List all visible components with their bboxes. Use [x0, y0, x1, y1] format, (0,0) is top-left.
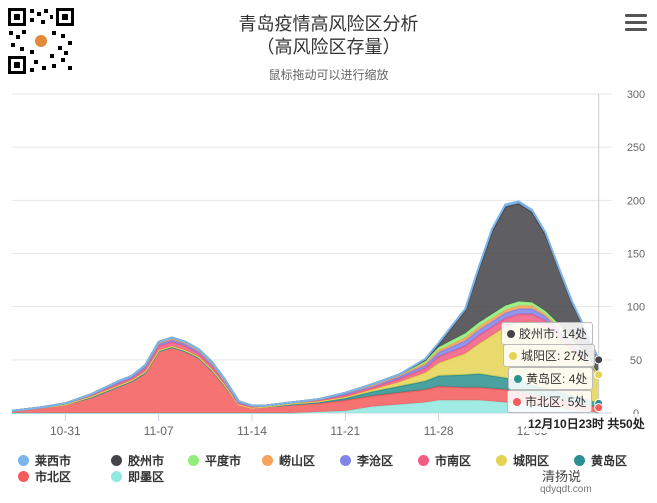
hover-marker-城阳区: [595, 371, 603, 379]
legend-item-崂山区[interactable]: 崂山区: [262, 452, 315, 469]
tooltip-huangdao: 黄岛区: 4处: [508, 367, 593, 390]
legend-label: 市北区: [35, 470, 71, 484]
y-tick-label: 200: [627, 195, 645, 207]
y-tick-label: 250: [627, 142, 645, 154]
legend-label: 市南区: [435, 454, 471, 468]
tooltip-series-value: 27处: [564, 349, 589, 363]
y-tick-label: 50: [630, 355, 642, 367]
legend-marker: [496, 455, 507, 466]
legend-label: 李沧区: [357, 454, 393, 468]
legend-label: 即墨区: [128, 470, 164, 484]
legend-marker: [111, 471, 122, 482]
y-tick-label: 150: [627, 249, 645, 261]
legend-label: 莱西市: [35, 454, 71, 468]
legend-label: 黄岛区: [591, 454, 627, 468]
legend-marker: [188, 455, 199, 466]
legend-item-李沧区[interactable]: 李沧区: [340, 452, 393, 469]
tooltip-dot: [513, 398, 521, 406]
legend-label: 崂山区: [279, 454, 315, 468]
tooltip-dot: [507, 330, 515, 338]
legend-item-黄岛区[interactable]: 黄岛区: [574, 452, 627, 469]
tooltip-series-name: 城阳区: [521, 349, 557, 363]
tooltip-series-value: 5处: [568, 395, 587, 409]
x-tick-label: 11-07: [144, 424, 174, 438]
legend-item-胶州市[interactable]: 胶州市: [111, 452, 164, 469]
legend-marker: [111, 455, 122, 466]
legend-item-即墨区[interactable]: 即墨区: [111, 468, 164, 485]
tooltip-series-name: 胶州市: [519, 327, 555, 341]
tooltip-dot: [514, 375, 522, 383]
legend-label: 平度市: [205, 454, 241, 468]
tooltip-dot: [509, 352, 517, 360]
legend-marker: [262, 455, 273, 466]
legend-marker: [18, 455, 29, 466]
tooltip-chengyang: 城阳区: 27处: [503, 344, 595, 367]
legend-marker: [18, 471, 29, 482]
tooltip-series-value: 4处: [569, 372, 588, 386]
x-tick-label: 11-21: [330, 424, 360, 438]
legend-marker: [340, 455, 351, 466]
watermark-text: 清扬说: [542, 466, 581, 485]
x-tick-label: 11-14: [237, 424, 267, 438]
legend-label: 胶州市: [128, 454, 164, 468]
hover-marker-胶州市: [595, 356, 603, 364]
tooltip-total: 12月10日23时 共50处: [526, 414, 647, 433]
tooltip-series-value: 14处: [562, 327, 587, 341]
x-tick-label: 10-31: [50, 424, 81, 438]
legend-item-莱西市[interactable]: 莱西市: [18, 452, 71, 469]
tooltip-shibei: 市北区: 5处: [507, 390, 592, 413]
tooltip-jiaozhou: 胶州市: 14处: [501, 322, 593, 345]
legend-item-市南区[interactable]: 市南区: [418, 452, 471, 469]
tooltip-series-name: 市北区: [525, 395, 561, 409]
legend-item-平度市[interactable]: 平度市: [188, 452, 241, 469]
x-tick-label: 11-28: [424, 424, 454, 438]
legend-item-市北区[interactable]: 市北区: [18, 468, 71, 485]
watermark-url: qdyqdt.com: [540, 484, 592, 495]
hover-marker-市北区: [595, 404, 603, 412]
y-tick-label: 300: [627, 89, 645, 101]
y-tick-label: 100: [627, 302, 645, 314]
legend-marker: [574, 455, 585, 466]
legend-marker: [418, 455, 429, 466]
tooltip-series-name: 黄岛区: [526, 372, 562, 386]
